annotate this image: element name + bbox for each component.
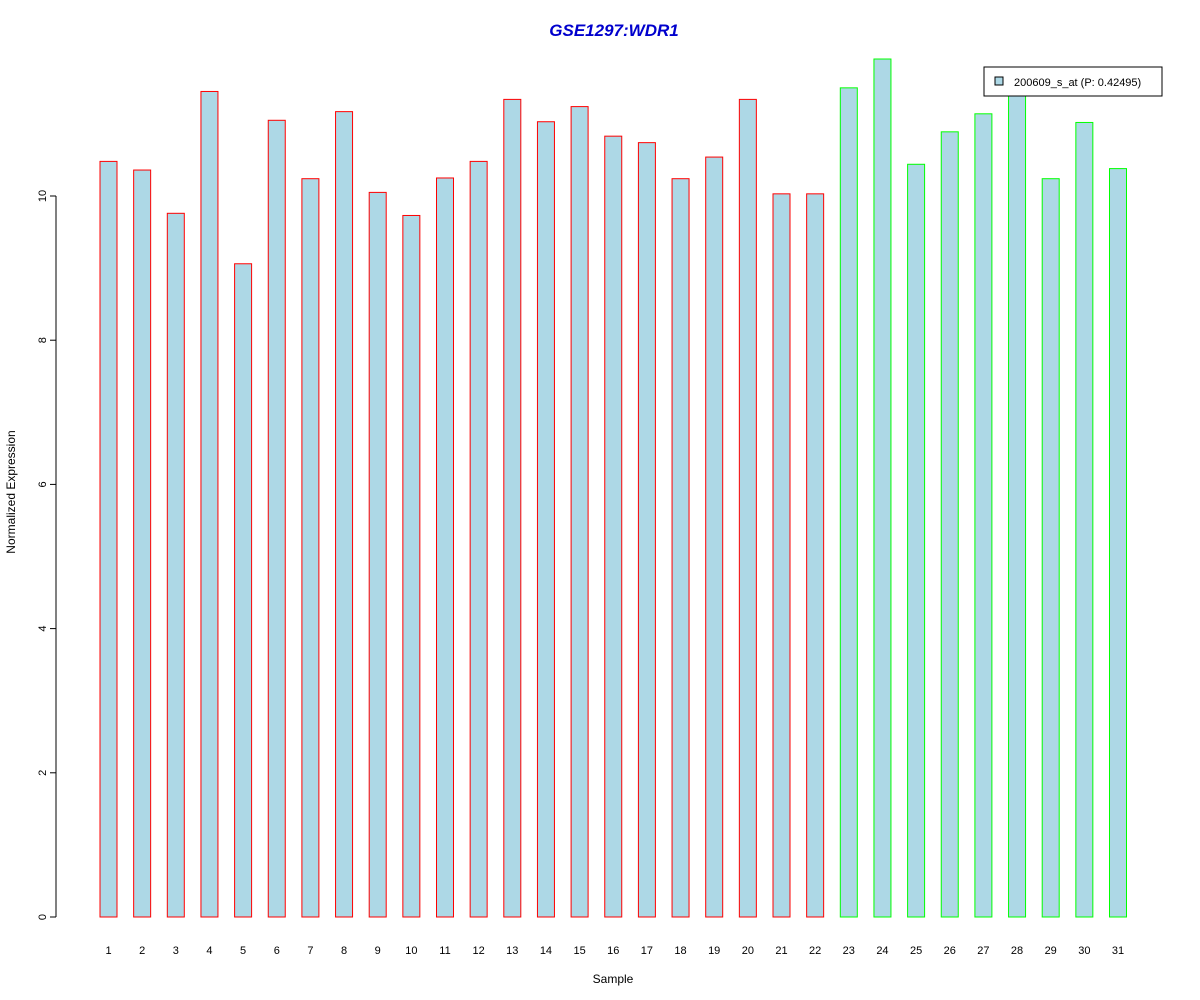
bar-sample-15 [570,106,589,918]
x-tick-label: 22 [809,945,821,957]
bar-sample-19 [705,156,724,918]
bar-sample-7 [301,178,320,918]
bar-sample-27 [974,113,993,918]
x-tick-label: 26 [944,945,956,957]
x-tick-label: 1 [105,945,111,957]
x-tick-label: 29 [1045,945,1057,957]
x-tick-label: 21 [775,945,787,957]
legend-box [983,66,1163,97]
bar-sample-24 [873,58,892,918]
bar-sample-28 [1008,94,1027,918]
bar-sample-17 [637,142,656,918]
x-tick-label: 25 [910,945,922,957]
y-tick-label: 10 [37,190,49,202]
y-tick-label: 6 [37,481,49,487]
bar-sample-13 [503,98,522,918]
bar-sample-30 [1075,121,1094,918]
x-tick-label: 31 [1112,945,1124,957]
x-tick-label: 13 [506,945,518,957]
chart-title: GSE1297:WDR1 [549,21,678,40]
x-tick-label: 8 [341,945,347,957]
bar-sample-6 [267,119,286,918]
bar-sample-31 [1109,168,1127,918]
x-tick-label: 9 [375,945,381,957]
bars-group [99,58,1127,918]
y-tick-label: 8 [37,337,49,343]
bar-sample-26 [940,131,959,918]
x-tick-labels: 1 2 3 4 5 6 7 8 9 10 11 12 13 14 15 16 17 18 19 20 21 22 23 24 2… [105,945,1124,957]
bar-sample-11 [436,177,454,918]
x-tick-label: 24 [876,945,888,957]
x-tick-label: 12 [473,945,485,957]
x-tick-label: 20 [742,945,754,957]
x-tick-label: 23 [843,945,855,957]
y-tick-label: 2 [37,770,49,776]
x-tick-label: 3 [173,945,179,957]
x-tick-label: 27 [977,945,989,957]
bar-sample-21 [772,193,791,918]
x-tick-label: 5 [240,945,246,957]
bar-sample-5 [234,263,253,918]
y-tick-label: 4 [37,626,49,632]
x-tick-label: 14 [540,945,552,957]
bar-sample-10 [402,214,421,918]
legend: 200609_s_at (P: 0.42495) [983,66,1163,97]
bar-sample-9 [368,191,387,918]
x-tick-label: 30 [1078,945,1090,957]
x-tick-label: 19 [708,945,720,957]
bar-sample-2 [133,169,152,918]
bar-sample-3 [166,212,185,918]
bar-sample-29 [1041,178,1060,918]
x-axis-label: Sample [593,972,634,986]
legend-swatch [994,76,1004,86]
bar-sample-12 [469,160,488,918]
x-tick-label: 11 [439,945,450,957]
bar-sample-14 [536,121,555,918]
bar-sample-4 [200,90,219,918]
x-tick-label: 6 [274,945,280,957]
x-tick-label: 28 [1011,945,1023,957]
x-tick-label: 4 [206,945,212,957]
y-axis-label: Normalized Expression [4,430,18,553]
bar-sample-20 [738,98,757,918]
bar-sample-22 [806,193,825,918]
legend-label: 200609_s_at (P: 0.42495) [1014,77,1141,89]
bar-sample-25 [907,163,926,918]
bar-sample-8 [335,111,354,918]
bar-sample-16 [604,135,623,918]
x-tick-label: 2 [139,945,145,957]
bar-sample-1 [99,160,118,918]
x-tick-label: 15 [573,945,585,957]
bar-sample-18 [671,178,690,918]
bar-sample-23 [839,87,858,918]
x-tick-label: 18 [674,945,686,957]
x-tick-label: 17 [641,945,653,957]
x-tick-label: 10 [405,945,417,957]
y-axis: 0 2 4 6 8 10 [37,190,57,920]
x-tick-label: 16 [607,945,619,957]
x-tick-label: 7 [307,945,313,957]
y-tick-label: 0 [37,914,49,920]
